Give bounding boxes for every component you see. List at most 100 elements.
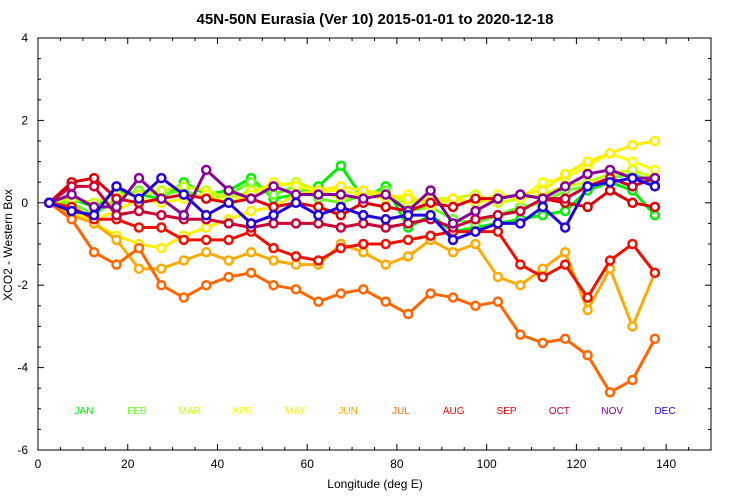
data-point bbox=[245, 193, 257, 204]
data-point bbox=[447, 218, 459, 229]
data-point bbox=[268, 279, 279, 291]
data-point bbox=[649, 209, 661, 221]
data-point bbox=[111, 259, 122, 270]
data-point bbox=[537, 263, 548, 274]
data-point bbox=[178, 189, 190, 200]
data-point bbox=[201, 193, 212, 204]
legend-entry-feb: FEB bbox=[127, 406, 147, 417]
data-point bbox=[559, 222, 571, 233]
data-point bbox=[156, 242, 167, 254]
data-point bbox=[268, 255, 279, 266]
legend-entry-sep: SEP bbox=[497, 406, 517, 417]
data-point bbox=[402, 218, 414, 229]
series-line-oct bbox=[47, 176, 657, 230]
data-point bbox=[313, 218, 324, 229]
data-point bbox=[559, 181, 571, 192]
data-point bbox=[66, 214, 77, 225]
x-tick-label: 40 bbox=[211, 457, 225, 471]
y-tick-label: -6 bbox=[17, 443, 28, 457]
data-point bbox=[223, 255, 234, 266]
data-point bbox=[649, 164, 661, 176]
data-point bbox=[492, 296, 504, 307]
data-point bbox=[245, 205, 257, 217]
data-point bbox=[268, 201, 279, 213]
data-point bbox=[313, 255, 324, 266]
series-line-sep bbox=[47, 176, 657, 217]
data-point bbox=[223, 234, 234, 246]
legend-entry-jun: JUN bbox=[338, 406, 357, 417]
x-tick-label: 120 bbox=[566, 457, 586, 471]
chart-title: 45N-50N Eurasia (Ver 10) 2015-01-01 to 2… bbox=[197, 11, 554, 28]
data-point bbox=[358, 218, 369, 229]
series-line-dec bbox=[47, 176, 657, 242]
data-point bbox=[313, 209, 324, 221]
data-point bbox=[268, 189, 279, 200]
data-point bbox=[380, 222, 391, 233]
data-point bbox=[402, 209, 414, 221]
data-point bbox=[492, 193, 504, 204]
x-tick-label: 100 bbox=[477, 457, 497, 471]
data-point bbox=[245, 218, 257, 229]
data-point bbox=[649, 181, 661, 192]
data-point bbox=[425, 197, 436, 209]
data-point bbox=[627, 172, 638, 184]
data-point bbox=[66, 189, 77, 200]
data-point bbox=[223, 197, 234, 209]
data-point bbox=[515, 205, 526, 217]
y-tick-label: 2 bbox=[21, 113, 28, 127]
data-point bbox=[604, 164, 616, 176]
data-point bbox=[470, 205, 481, 217]
data-point bbox=[156, 209, 167, 221]
data-point bbox=[627, 238, 638, 250]
data-point bbox=[156, 263, 167, 274]
x-tick-label: 80 bbox=[390, 457, 404, 471]
data-point bbox=[313, 189, 324, 200]
data-point bbox=[335, 160, 347, 171]
data-point bbox=[133, 205, 145, 217]
data-point bbox=[559, 246, 571, 258]
data-point bbox=[245, 176, 257, 188]
data-point bbox=[88, 172, 100, 184]
legend-entry-nov: NOV bbox=[601, 406, 623, 417]
legend-entry-apr: APR bbox=[232, 406, 253, 417]
y-axis-label: XCO2 - Western Box bbox=[1, 189, 15, 301]
data-point bbox=[245, 267, 257, 279]
data-point bbox=[402, 193, 414, 204]
x-tick-label: 0 bbox=[35, 457, 42, 471]
data-point bbox=[627, 197, 638, 209]
data-point bbox=[156, 172, 167, 184]
data-point bbox=[133, 242, 145, 254]
legend-entry-jul: JUL bbox=[392, 406, 410, 417]
axes: 0 20 40 60 80 100 120 140 -6 -4 -2 0 2 4 bbox=[17, 31, 712, 471]
x-axis-label: Longitude (deg E) bbox=[327, 477, 422, 491]
data-point bbox=[290, 259, 302, 270]
data-point bbox=[223, 218, 234, 229]
data-point bbox=[358, 238, 369, 250]
data-point bbox=[649, 201, 661, 213]
data-point bbox=[537, 176, 548, 188]
x-tick-label: 20 bbox=[121, 457, 135, 471]
data-point bbox=[313, 296, 324, 307]
data-point bbox=[582, 349, 593, 361]
data-point bbox=[559, 333, 571, 345]
data-point bbox=[470, 300, 481, 312]
data-point bbox=[66, 181, 77, 192]
data-point bbox=[470, 238, 481, 250]
data-point bbox=[201, 209, 212, 221]
data-point bbox=[201, 246, 212, 258]
data-point bbox=[111, 201, 122, 213]
data-point bbox=[111, 209, 122, 221]
data-point bbox=[649, 267, 661, 279]
data-point bbox=[335, 222, 347, 233]
data-point bbox=[380, 238, 391, 250]
x-tick-label: 140 bbox=[656, 457, 676, 471]
data-point bbox=[223, 185, 234, 196]
data-point bbox=[201, 164, 212, 176]
data-point bbox=[156, 222, 167, 233]
data-point bbox=[358, 284, 369, 295]
data-point bbox=[358, 193, 369, 204]
data-point bbox=[66, 205, 77, 217]
data-point bbox=[290, 189, 302, 200]
data-point bbox=[515, 279, 526, 291]
